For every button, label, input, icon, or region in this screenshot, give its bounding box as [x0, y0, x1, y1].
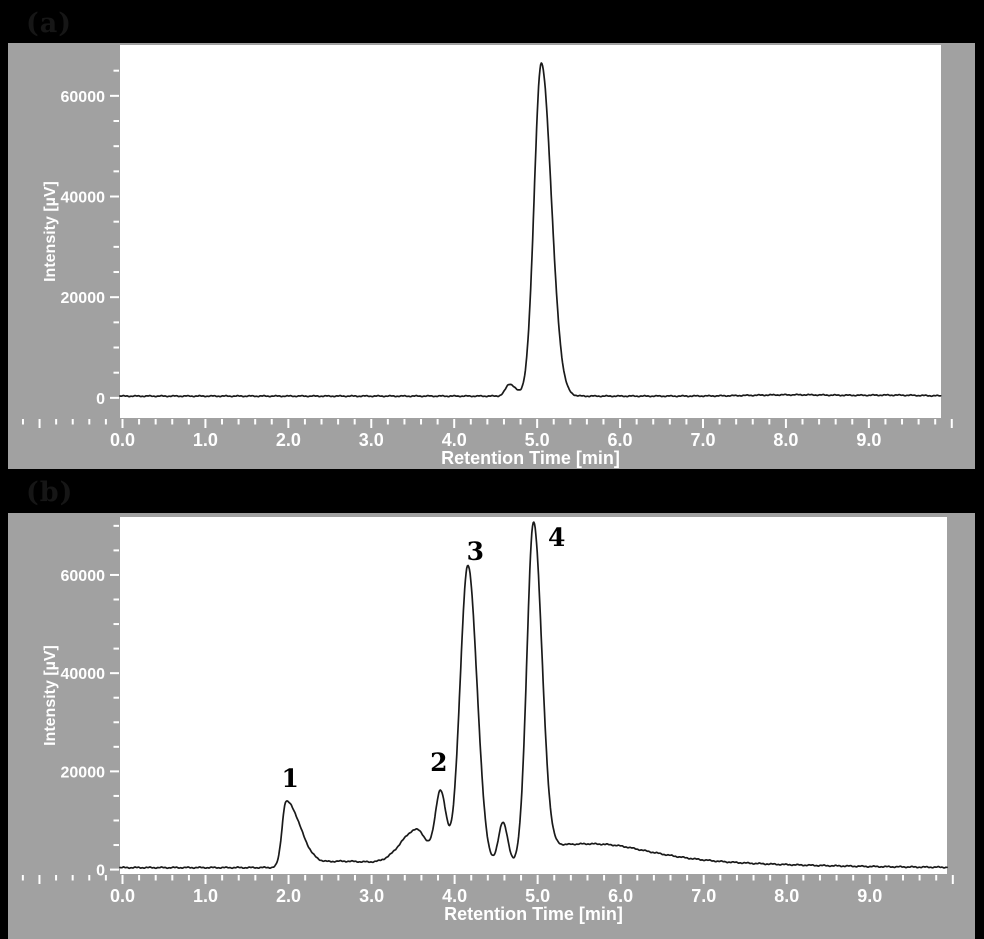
- peak-number-label: 3: [467, 537, 484, 566]
- x-tick-label: 6.0: [608, 886, 633, 906]
- x-tick-label: 4.0: [442, 886, 467, 906]
- chromatogram-panel-a: 0.0 1.0 2.0 3.0 4.0 5.0 6.0 7.0 8.0 9.0 Retention …: [8, 43, 975, 469]
- x-tick-label: 7.0: [691, 886, 716, 906]
- plot-area: [120, 517, 947, 874]
- x-tick-label: 2.0: [276, 430, 301, 450]
- x-tick-label: 7.0: [690, 430, 715, 450]
- x-tick-label: 1.0: [193, 430, 218, 450]
- chromatogram-chart-b: 0.0 1.0 2.0 3.0 4.0 5.0 6.0 7.0 8.0 9.0 Retention …: [8, 513, 975, 939]
- x-tick-label: 5.0: [525, 430, 550, 450]
- y-tick-label: 60000: [61, 568, 106, 585]
- y-tick-label: 0: [96, 863, 105, 880]
- x-tick-label: 8.0: [773, 430, 798, 450]
- x-tick-label: 3.0: [359, 886, 384, 906]
- y-tick-label: 40000: [61, 666, 106, 683]
- y-tick-label: 20000: [61, 290, 106, 307]
- peak-number-label: 4: [548, 523, 565, 552]
- x-tick-label: 8.0: [774, 886, 799, 906]
- x-axis-title: Retention Time [min]: [441, 448, 620, 468]
- chromatogram-chart-a: 0.0 1.0 2.0 3.0 4.0 5.0 6.0 7.0 8.0 9.0 Retention …: [8, 43, 975, 469]
- panel-b-label: (b): [26, 477, 74, 508]
- plot-area: [120, 45, 941, 418]
- chromatogram-trace: [119, 521, 948, 870]
- x-axis-title: Retention Time [min]: [444, 904, 623, 924]
- x-tick-label: 0.0: [110, 430, 135, 450]
- y-tick-label: 20000: [61, 764, 106, 781]
- y-axis-title: Intensity [µV]: [42, 181, 59, 282]
- x-tick-label: 1.0: [193, 886, 218, 906]
- panel-a-label: (a): [26, 8, 73, 39]
- y-axis-title: Intensity [µV]: [42, 645, 59, 746]
- x-tick-label: 9.0: [857, 886, 882, 906]
- y-tick-label: 40000: [61, 190, 106, 207]
- chromatogram-panel-b: 0.0 1.0 2.0 3.0 4.0 5.0 6.0 7.0 8.0 9.0 Retention …: [8, 513, 975, 939]
- x-tick-label: 3.0: [359, 430, 384, 450]
- x-tick-label: 5.0: [525, 886, 550, 906]
- x-tick-label: 4.0: [442, 430, 467, 450]
- x-tick-label: 6.0: [608, 430, 633, 450]
- peak-number-label: 2: [430, 748, 447, 777]
- x-tick-label: 2.0: [276, 886, 301, 906]
- peak-number-label: 1: [282, 764, 299, 793]
- x-tick-label: 9.0: [856, 430, 881, 450]
- y-tick-label: 60000: [61, 89, 106, 106]
- y-tick-label: 0: [96, 391, 105, 408]
- x-tick-label: 0.0: [110, 886, 135, 906]
- chromatogram-trace: [119, 62, 942, 398]
